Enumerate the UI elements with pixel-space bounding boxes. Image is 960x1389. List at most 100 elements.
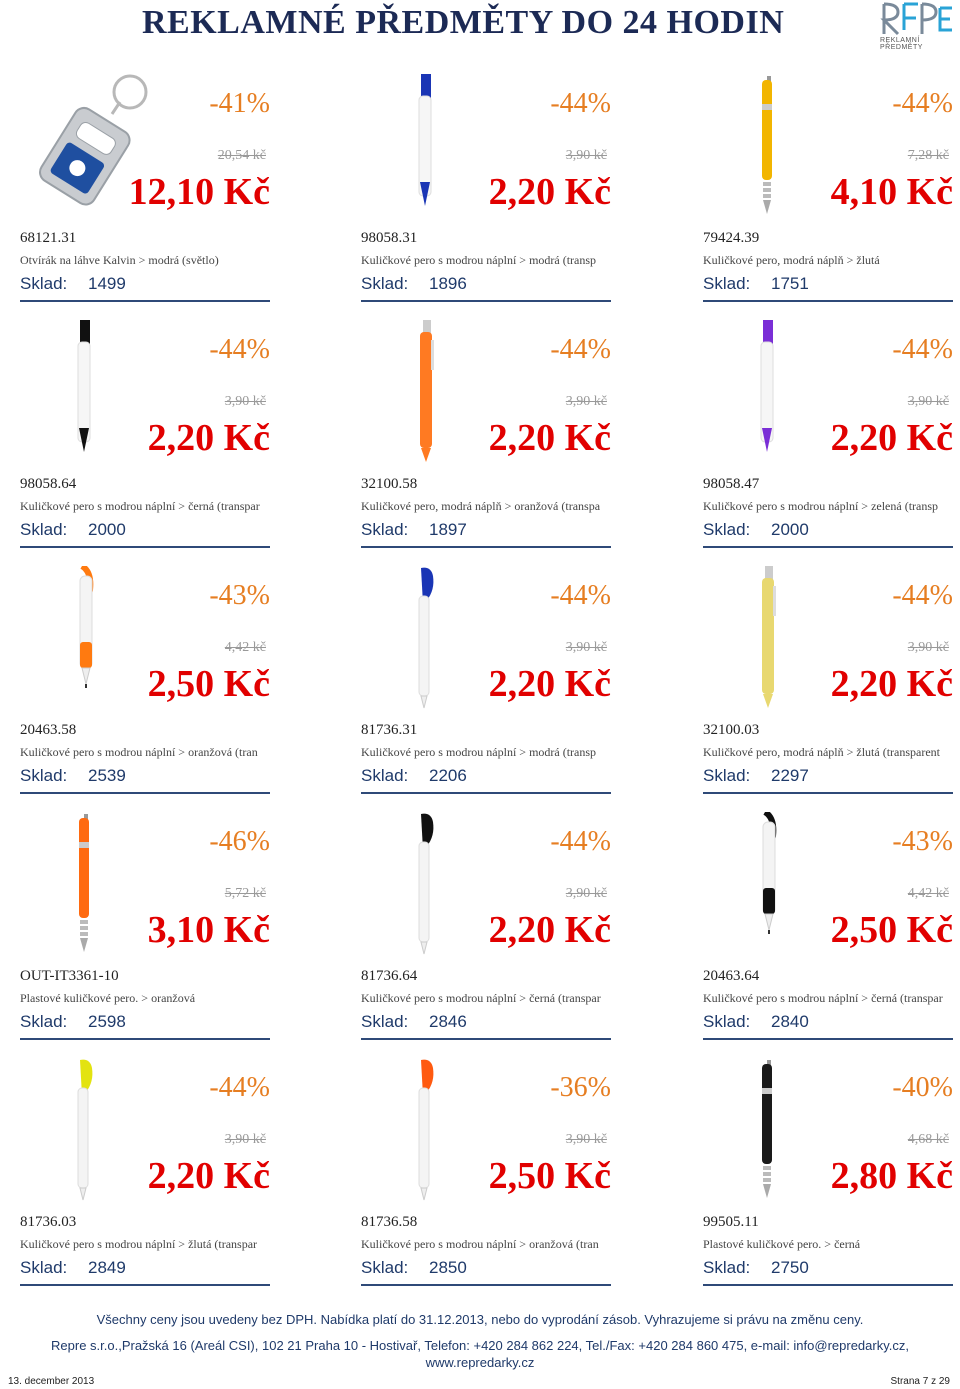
product-card[interactable]: -44% 3,90 kč 2,20 Kč 98058.64 Kuličkové … [20,320,270,560]
product-code[interactable]: 32100.03 [703,722,760,738]
product-card[interactable]: -46% 5,72 kč 3,10 Kč OUT-IT3361-10 Plast… [20,812,270,1052]
product-image[interactable] [361,320,491,470]
product-description: Kuličkové pero s modrou náplní > žlutá (… [20,1237,258,1251]
product-card[interactable]: -41% 20,54 kč 12,10 Kč 68121.31 Otvírák … [20,74,270,314]
page-title: REKLAMNÉ PŘEDMĚTY DO 24 HODIN [142,4,785,41]
product-card[interactable]: -44% 3,90 kč 2,20 Kč 81736.03 Kuličkové … [20,1058,270,1298]
product-image[interactable] [361,74,491,224]
stock-label: Sklad: [361,274,409,293]
product-card[interactable]: -43% 4,42 kč 2,50 Kč 20463.58 Kuličkové … [20,563,270,806]
stock-label: Sklad: [361,1258,409,1277]
stock-label: Sklad: [703,274,751,293]
stock-value: 2846 [429,1012,467,1031]
product-image[interactable] [361,566,491,716]
product-code[interactable]: 98058.47 [703,476,760,492]
discount-badge: -43% [892,826,953,857]
stock-value: 2206 [429,766,467,785]
old-price: 4,42 kč [224,640,266,655]
stock-label: Sklad: [20,1012,68,1031]
stock-info: Sklad: 2849 [20,1258,270,1286]
old-price: 3,90 kč [224,1132,266,1147]
stock-value: 1897 [429,520,467,539]
product-code[interactable]: 20463.64 [703,968,760,984]
stock-info: Sklad: 1499 [20,274,270,302]
product-image[interactable] [361,1058,491,1208]
product-code[interactable]: 79424.39 [703,230,760,246]
stock-value: 2000 [771,520,809,539]
stock-label: Sklad: [361,520,409,539]
discount-badge: -44% [892,334,953,365]
product-code[interactable]: 32100.58 [361,476,418,492]
product-image[interactable] [703,1058,833,1208]
product-code[interactable]: 81736.64 [361,968,418,984]
product-code[interactable]: 98058.31 [361,230,418,246]
product-description: Kuličkové pero s modrou náplní > oranžov… [20,745,258,759]
old-price: 4,68 kč [907,1132,949,1147]
product-image[interactable] [20,320,150,470]
product-card[interactable]: -44% 7,28 kč 4,10 Kč 79424.39 Kuličkové … [703,74,953,314]
product-code[interactable]: OUT-IT3361-10 [20,968,119,984]
product-image[interactable] [361,812,491,962]
product-code[interactable]: 20463.58 [20,722,77,738]
stock-label: Sklad: [703,520,751,539]
discount-badge: -44% [550,580,611,611]
current-price: 2,50 Kč [147,663,270,705]
product-image[interactable] [703,74,833,224]
product-card[interactable]: -44% 3,90 kč 2,20 Kč 81736.31 Kuličkové … [361,566,611,806]
current-price: 2,20 Kč [147,417,270,459]
stock-label: Sklad: [703,766,751,785]
stock-info: Sklad: 2840 [703,1012,953,1040]
stock-value: 2297 [771,766,809,785]
product-image[interactable] [703,566,833,716]
discount-badge: -44% [209,334,270,365]
product-card[interactable]: -44% 3,90 kč 2,20 Kč 32100.03 Kuličkové … [703,566,953,806]
stock-info: Sklad: 1897 [361,520,611,548]
stock-value: 1896 [429,274,467,293]
current-price: 2,50 Kč [488,1155,611,1197]
stock-label: Sklad: [20,1258,68,1277]
product-code[interactable]: 81736.03 [20,1214,77,1230]
product-card[interactable]: -44% 3,90 kč 2,20 Kč 81736.64 Kuličkové … [361,812,611,1052]
product-description: Otvírák na láhve Kalvin > modrá (světlo) [20,253,219,267]
product-description: Kuličkové pero s modrou náplní > zelená … [703,499,939,513]
old-price: 5,72 kč [224,886,266,901]
product-card[interactable]: -40% 4,68 kč 2,80 Kč 99505.11 Plastové k… [703,1058,953,1298]
product-card[interactable]: -36% 3,90 kč 2,50 Kč 81736.58 Kuličkové … [361,1058,611,1298]
old-price: 3,90 kč [224,394,266,409]
product-card[interactable]: -43% 4,42 kč 2,50 Kč 20463.64 Kuličkové … [703,809,953,1052]
product-description: Kuličkové pero, modrá náplň > žlutá (tra… [703,745,941,759]
product-image[interactable] [703,320,833,470]
current-price: 3,10 Kč [147,909,270,951]
footer-company: Repre s.r.o.,Pražská 16 (Areál CSI), 102… [0,1337,960,1371]
company-web-link[interactable]: www.repredarky.cz [425,1355,535,1370]
product-description: Kuličkové pero, modrá náplň > oranžová (… [361,499,601,513]
product-card[interactable]: -44% 3,90 kč 2,20 Kč 98058.31 Kuličkové … [361,74,611,314]
stock-label: Sklad: [20,520,68,539]
product-image[interactable] [20,812,150,962]
current-price: 2,20 Kč [488,663,611,705]
product-image[interactable] [20,563,150,716]
product-code[interactable]: 99505.11 [703,1214,759,1230]
discount-badge: -40% [892,1072,953,1103]
old-price: 3,90 kč [565,394,607,409]
product-code[interactable]: 81736.31 [361,722,418,738]
product-code[interactable]: 81736.58 [361,1214,418,1230]
stock-info: Sklad: 2598 [20,1012,270,1040]
old-price: 3,90 kč [565,640,607,655]
stock-value: 2840 [771,1012,809,1031]
stock-value: 2750 [771,1258,809,1277]
product-image[interactable] [20,74,150,224]
product-code[interactable]: 68121.31 [20,230,77,246]
product-code[interactable]: 98058.64 [20,476,77,492]
discount-badge: -43% [209,580,270,611]
stock-info: Sklad: 2206 [361,766,611,794]
current-price: 2,20 Kč [488,909,611,951]
product-card[interactable]: -44% 3,90 kč 2,20 Kč 32100.58 Kuličkové … [361,320,611,560]
product-image[interactable] [703,809,833,962]
product-description: Kuličkové pero s modrou náplní > černá (… [703,991,943,1005]
product-image[interactable] [20,1058,150,1208]
product-card[interactable]: -44% 3,90 kč 2,20 Kč 98058.47 Kuličkové … [703,320,953,560]
stock-label: Sklad: [20,766,68,785]
old-price: 3,90 kč [565,1132,607,1147]
stock-info: Sklad: 1896 [361,274,611,302]
